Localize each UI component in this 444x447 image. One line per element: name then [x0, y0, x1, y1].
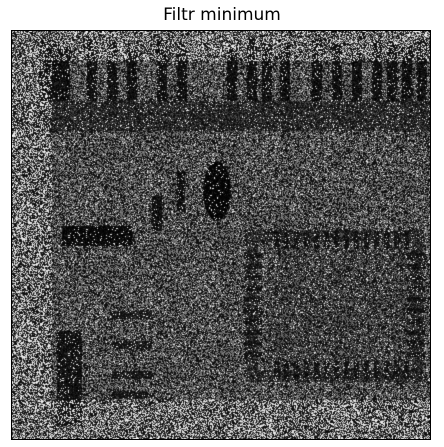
filtered-image	[12, 31, 430, 439]
image-frame	[11, 30, 431, 440]
figure-title: Filtr minimum	[163, 5, 281, 25]
